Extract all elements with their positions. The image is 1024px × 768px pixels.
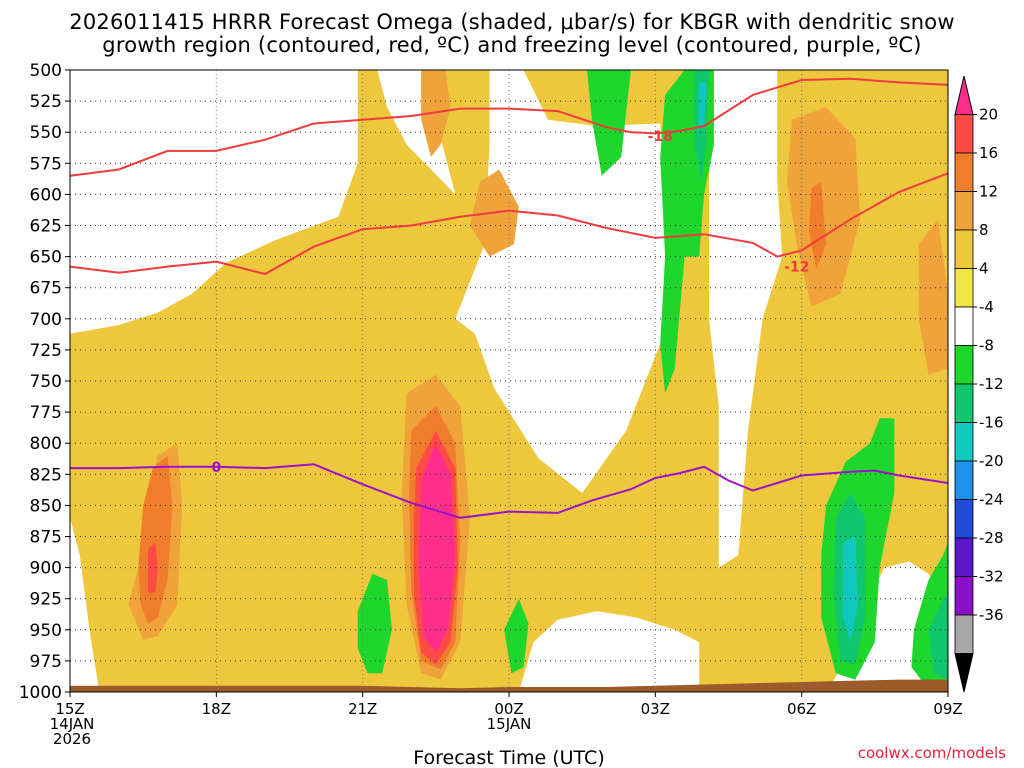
colorbar-label: 12 — [979, 183, 998, 201]
omega-region-strong-ascent — [809, 182, 827, 269]
x-tick-label: 18Z — [202, 700, 231, 718]
omega-region-weak-descent — [504, 598, 529, 674]
colorbar-label: -36 — [979, 606, 1004, 624]
omega-region-extreme-ascent — [418, 443, 456, 653]
x-tick-label: 15JAN — [487, 715, 532, 733]
colorbar-bin — [954, 499, 974, 539]
x-tick-label: 21Z — [348, 700, 377, 718]
omega-region-moderate-ascent — [421, 70, 451, 158]
y-tick-label: 800 — [30, 434, 62, 454]
y-tick-label: 750 — [30, 372, 62, 392]
colorbar-top-arrow — [954, 75, 974, 115]
y-tick-label: 625 — [30, 217, 62, 237]
y-tick-label: 550 — [30, 123, 62, 143]
colorbar-label: 8 — [979, 221, 989, 239]
y-tick-label: 850 — [30, 496, 62, 516]
colorbar-bin — [954, 422, 974, 462]
omega-region-moderate-descent — [928, 592, 948, 680]
colorbar-bin — [954, 537, 974, 577]
colorbar-label: 20 — [979, 106, 998, 124]
y-tick-label: 525 — [30, 92, 62, 112]
y-tick-label: 825 — [30, 465, 62, 485]
contour-dgz-minus-18 — [70, 77, 948, 177]
omega-region-strong-descent — [843, 536, 858, 643]
colorbar-label: -12 — [979, 375, 1004, 393]
x-tick-label: 09Z — [933, 700, 962, 718]
contour-label-freezing-level-0: 0 — [211, 460, 221, 476]
colorbar-bottom-arrow — [954, 653, 974, 693]
x-tick-label: 14JAN — [50, 715, 95, 733]
colorbar-bin — [954, 345, 974, 385]
contour-dgz-minus-12 — [70, 172, 948, 276]
credit-link[interactable]: coolwx.com/models — [857, 744, 1006, 762]
omega-region-clear-lower-mid — [518, 611, 700, 692]
y-tick-label: 600 — [30, 185, 62, 205]
contour-label-dgz-minus-12: -12 — [784, 260, 809, 276]
y-tick-label: 500 — [30, 61, 62, 81]
y-tick-label: 650 — [30, 248, 62, 268]
x-tick-label: 15Z — [55, 700, 84, 718]
omega-region-weak-descent — [357, 573, 392, 674]
contour-freezing-level-0 — [70, 463, 948, 519]
colorbar-label: -20 — [979, 452, 1004, 470]
y-tick-label: 1000 — [19, 683, 62, 703]
omega-region-weak-descent — [587, 70, 631, 176]
y-tick-label: 700 — [30, 310, 62, 330]
colorbar-label: -16 — [979, 414, 1004, 432]
y-tick-label: 775 — [30, 403, 62, 423]
colorbar-bin — [954, 268, 974, 308]
colorbar-bin — [954, 383, 974, 423]
colorbar-label: -32 — [979, 568, 1004, 586]
chart-title-line2: growth region (contoured, red, ºC) and f… — [102, 33, 922, 57]
plot-area: -18 -12 0 — [70, 70, 948, 692]
y-tick-label: 575 — [30, 154, 62, 174]
chart-title-line1: 2026011415 HRRR Forecast Omega (shaded, … — [69, 10, 955, 34]
y-tick-label: 950 — [30, 621, 62, 641]
colorbar-label: -4 — [979, 298, 994, 316]
omega-region-strong-descent — [699, 82, 707, 126]
colorbar-bin — [954, 306, 974, 346]
colorbar-bin — [954, 460, 974, 500]
x-tick-label: 03Z — [641, 700, 670, 718]
colorbar: 20 16 12 8 4 -4 -8 -12 -16 -20 -24 -28 -32 -36 — [954, 75, 1004, 693]
x-tick-label: 00Z — [494, 700, 523, 718]
colorbar-bin — [954, 229, 974, 269]
x-axis-label: Forecast Time (UTC) — [413, 747, 604, 768]
y-tick-label: 975 — [30, 652, 62, 672]
colorbar-label: 4 — [979, 260, 989, 278]
y-tick-label: 925 — [30, 590, 62, 610]
terrain-band — [70, 679, 948, 692]
colorbar-label: -24 — [979, 491, 1004, 509]
y-tick-label: 675 — [30, 279, 62, 299]
colorbar-bin — [954, 114, 974, 154]
colorbar-label: -28 — [979, 529, 1004, 547]
omega-region-moderate-ascent — [918, 219, 948, 375]
x-tick-label: 06Z — [787, 700, 816, 718]
y-tick-label: 900 — [30, 559, 62, 579]
omega-region-very-strong-ascent — [148, 542, 158, 593]
omega-region-clear-upper-mid2 — [455, 70, 670, 493]
omega-region-clear-upper-left — [70, 70, 358, 334]
colorbar-bin — [954, 576, 974, 616]
colorbar-bin — [954, 191, 974, 231]
omega-region-clear-lower-left — [70, 517, 100, 692]
colorbar-bin — [954, 152, 974, 192]
colorbar-label: 16 — [979, 144, 998, 162]
omega-region-strong-ascent — [138, 455, 173, 624]
colorbar-label: -8 — [979, 337, 994, 355]
colorbar-bin — [954, 614, 974, 654]
y-tick-label: 875 — [30, 528, 62, 548]
x-tick-label: 2026 — [53, 730, 91, 748]
contour-label-dgz-minus-18: -18 — [648, 129, 673, 145]
y-tick-label: 725 — [30, 341, 62, 361]
